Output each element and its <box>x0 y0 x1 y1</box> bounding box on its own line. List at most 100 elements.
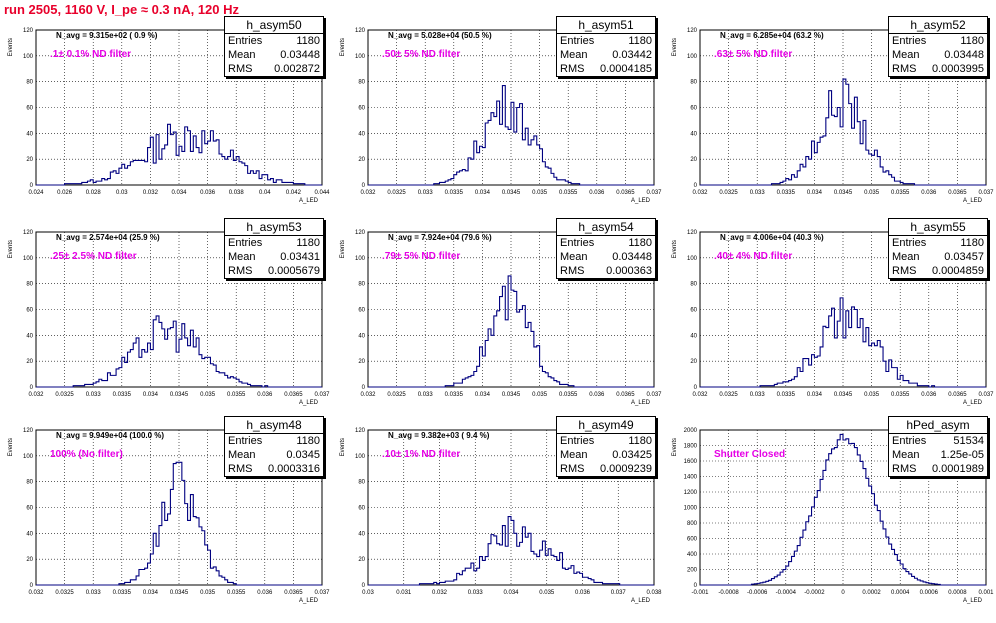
stat-value: 1180 <box>960 237 984 249</box>
y-tick-label: 20 <box>690 359 697 365</box>
x-tick-label: 0.024 <box>28 190 44 196</box>
y-axis-label: Events <box>672 38 678 56</box>
stat-key: Mean <box>560 449 588 461</box>
x-tick-label: 0.033 <box>468 590 484 596</box>
stat-row: RMS 0.0004859 <box>889 264 987 278</box>
y-tick-label: 100 <box>23 54 34 60</box>
y-tick-label: 120 <box>23 428 34 434</box>
filter-note: .79± 5% ND filter <box>382 251 461 262</box>
y-tick-label: 20 <box>358 157 365 163</box>
x-tick-label: 0.0355 <box>559 190 578 196</box>
x-tick-label: 0.03 <box>116 190 128 196</box>
stat-value: 0.03448 <box>612 251 652 263</box>
stat-row: RMS 0.0003316 <box>225 462 323 476</box>
histogram-panel: 0.032 0.0325 0.033 0.0335 0.034 0.0345 0.035 0.… <box>332 218 662 425</box>
histogram-line <box>36 315 322 388</box>
x-tick-label: 0.0345 <box>834 190 853 196</box>
x-tick-label: 0.0345 <box>502 392 521 398</box>
y-tick-label: 100 <box>355 256 366 262</box>
x-tick-label: 0.0325 <box>719 190 738 196</box>
x-tick-label: 0.0006 <box>920 590 939 596</box>
x-tick-label: 0.032 <box>360 190 376 196</box>
x-tick-label: 0.0325 <box>55 392 74 398</box>
x-tick-label: -0.0004 <box>776 590 797 596</box>
x-tick-label: 0.032 <box>692 190 708 196</box>
stat-row: Mean 0.03431 <box>225 250 323 264</box>
y-tick-label: 100 <box>687 54 698 60</box>
x-tick-label: -0.001 <box>691 590 709 596</box>
stat-key: RMS <box>228 265 253 277</box>
y-tick-label: 40 <box>26 333 33 339</box>
stat-value: 1180 <box>628 237 652 249</box>
x-tick-label: 0.032 <box>28 590 44 596</box>
x-tick-label: 0.034 <box>475 392 491 398</box>
navg-label: N_avg = 4.006e+04 (40.3 %) <box>720 233 824 242</box>
x-tick-label: 0.033 <box>750 392 766 398</box>
x-tick-label: 0.031 <box>396 590 412 596</box>
stat-key: Mean <box>228 251 256 263</box>
stat-value: 1180 <box>628 35 652 47</box>
y-tick-label: 120 <box>355 230 366 236</box>
y-tick-label: 120 <box>355 28 366 34</box>
x-tick-label: 0.0365 <box>616 392 635 398</box>
histogram-name: h_asym52 <box>889 17 987 34</box>
x-tick-label: 0.0335 <box>445 190 464 196</box>
y-tick-label: 40 <box>690 131 697 137</box>
y-tick-label: 60 <box>690 106 697 112</box>
stat-value: 1180 <box>628 435 652 447</box>
stat-row: RMS 0.0001989 <box>889 462 987 476</box>
y-tick-label: 20 <box>26 557 33 563</box>
x-axis-label: A_LED <box>963 198 983 204</box>
x-tick-label: 0.035 <box>532 190 548 196</box>
y-tick-label: 200 <box>687 568 698 574</box>
y-tick-label: 60 <box>358 308 365 314</box>
x-tick-label: 0.033 <box>86 392 102 398</box>
x-tick-label: 0.0355 <box>559 392 578 398</box>
x-tick-label: 0.037 <box>314 590 330 596</box>
x-tick-label: 0.033 <box>86 590 102 596</box>
x-tick-label: 0.036 <box>257 392 273 398</box>
y-axis-label: Events <box>672 438 678 456</box>
histogram-line <box>700 297 986 388</box>
y-tick-label: 1800 <box>684 444 698 450</box>
stat-row: Mean 0.03448 <box>557 250 655 264</box>
histogram-panel: 0.032 0.0325 0.033 0.0335 0.034 0.0345 0.035 0.… <box>332 16 662 223</box>
stat-value: 51534 <box>953 435 984 447</box>
histogram-name: h_asym55 <box>889 219 987 236</box>
x-tick-label: 0.0345 <box>834 392 853 398</box>
histogram-name: h_asym48 <box>225 417 323 434</box>
histogram-line <box>36 461 322 586</box>
y-tick-label: 80 <box>26 282 33 288</box>
stat-row: RMS 0.002872 <box>225 62 323 76</box>
y-tick-label: 100 <box>355 54 366 60</box>
histogram-line <box>368 275 654 388</box>
navg-label: N_avg = 6.285e+04 (63.2 %) <box>720 31 824 40</box>
y-tick-label: 100 <box>355 454 366 460</box>
x-tick-label: 0.036 <box>589 190 605 196</box>
x-tick-label: 0.0345 <box>170 590 189 596</box>
stat-key: Mean <box>892 449 920 461</box>
histogram-panel: 0.032 0.0325 0.033 0.0335 0.034 0.0345 0.035 0.… <box>0 416 330 623</box>
y-tick-label: 80 <box>358 480 365 486</box>
filter-note: .10± 1% ND filter <box>382 449 461 460</box>
stat-key: Entries <box>560 435 595 447</box>
x-tick-label: 0.034 <box>807 392 823 398</box>
stat-row: Mean 0.03448 <box>889 48 987 62</box>
y-tick-label: 20 <box>26 157 33 163</box>
x-tick-label: 0.044 <box>314 190 330 196</box>
x-tick-label: -0.0002 <box>804 590 825 596</box>
stat-key: RMS <box>228 63 253 75</box>
x-tick-label: 0.032 <box>143 190 159 196</box>
y-axis-label: Events <box>340 38 346 56</box>
x-tick-label: 0.036 <box>257 590 273 596</box>
histogram-line <box>700 433 986 586</box>
x-tick-label: 0.033 <box>418 190 434 196</box>
stat-box: h_asym55 Entries 1180 Mean 0.03457 RMS 0.00048… <box>888 218 988 279</box>
stat-value: 0.0003316 <box>268 463 320 475</box>
x-tick-label: 0.034 <box>475 190 491 196</box>
x-tick-label: 0.034 <box>807 190 823 196</box>
stat-value: 0.000363 <box>606 265 652 277</box>
x-tick-label: 0.037 <box>978 190 994 196</box>
stat-value: 0.0345 <box>286 449 320 461</box>
histogram-line <box>36 123 322 186</box>
